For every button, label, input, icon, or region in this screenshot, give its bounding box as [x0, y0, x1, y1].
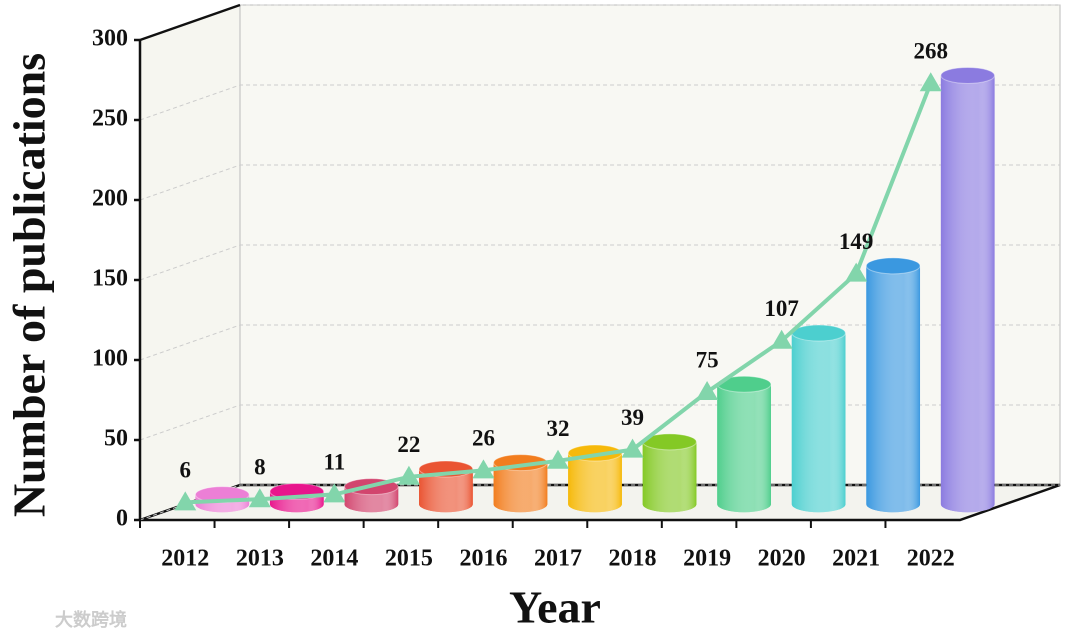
bar	[642, 433, 697, 513]
trend-marker	[547, 449, 569, 469]
data-label: 149	[839, 229, 874, 254]
bar-shade	[940, 75, 995, 513]
x-tick-label: 2021	[832, 546, 880, 572]
data-label: 39	[621, 405, 644, 430]
x-axis-title: Year	[509, 582, 601, 633]
grid-line	[139, 404, 1060, 441]
bar-top	[865, 257, 921, 275]
bar-shade	[791, 333, 846, 513]
bar-shade	[419, 469, 473, 513]
x-tick-label: 2015	[385, 546, 433, 572]
y-axis-title: Number of publications	[4, 53, 55, 517]
grid-line	[139, 324, 1060, 361]
grid-line	[139, 164, 1060, 201]
bar	[418, 460, 474, 513]
data-label: 8	[254, 454, 266, 479]
grid-line	[139, 484, 1060, 521]
trend-marker	[174, 491, 197, 511]
bar	[865, 257, 921, 513]
data-label: 268	[913, 38, 948, 63]
x-tick-label: 2017	[534, 546, 582, 572]
data-label: 75	[696, 347, 719, 372]
data-label: 6	[180, 458, 192, 483]
x-tick-label: 2018	[609, 546, 657, 572]
trend-marker	[472, 459, 495, 479]
y-axis-top	[139, 3, 241, 42]
y-tick-label: 150	[92, 266, 128, 292]
x-tick-label: 2014	[310, 546, 358, 572]
trend-marker	[621, 438, 644, 458]
y-tick-label: 50	[104, 426, 128, 452]
bar	[940, 66, 996, 513]
bar-shade	[717, 384, 771, 513]
y-tick-label: 300	[92, 26, 128, 52]
bar	[716, 375, 772, 513]
bar	[791, 324, 846, 513]
y-tick-label: 200	[92, 186, 128, 212]
bar-shade	[493, 462, 548, 513]
x-tick-label: 2019	[683, 546, 731, 572]
trend-marker	[397, 465, 420, 485]
back-wall	[239, 4, 1061, 486]
x-tick-label: 2013	[236, 546, 284, 572]
x-tick-label: 2016	[459, 546, 507, 572]
bar-top	[791, 324, 846, 342]
data-label: 22	[397, 432, 420, 457]
x-tick-label: 2022	[907, 546, 955, 572]
trend-marker	[696, 381, 719, 400]
data-label: 26	[472, 426, 495, 451]
bar-shade	[642, 441, 697, 513]
data-label: 107	[764, 296, 799, 321]
trend-marker	[248, 488, 271, 508]
data-label: 11	[323, 450, 345, 475]
y-tick-label: 100	[92, 346, 128, 372]
y-tick-label: 250	[92, 106, 128, 132]
trend-marker	[845, 262, 868, 282]
trend-marker	[770, 329, 793, 349]
trend-marker	[919, 72, 942, 92]
trend-marker	[323, 483, 346, 503]
y-tick-label: 0	[116, 506, 128, 532]
grid-line	[139, 244, 1060, 281]
bar-shade	[866, 265, 921, 513]
bar-top	[940, 66, 996, 84]
bar-shade	[568, 453, 622, 513]
grid-line	[139, 84, 1060, 121]
data-label: 32	[547, 416, 570, 441]
x-tick-label: 2020	[758, 546, 806, 572]
x-tick-label: 2012	[161, 546, 209, 572]
bar	[567, 444, 623, 513]
watermark: 大数跨境	[55, 609, 127, 631]
